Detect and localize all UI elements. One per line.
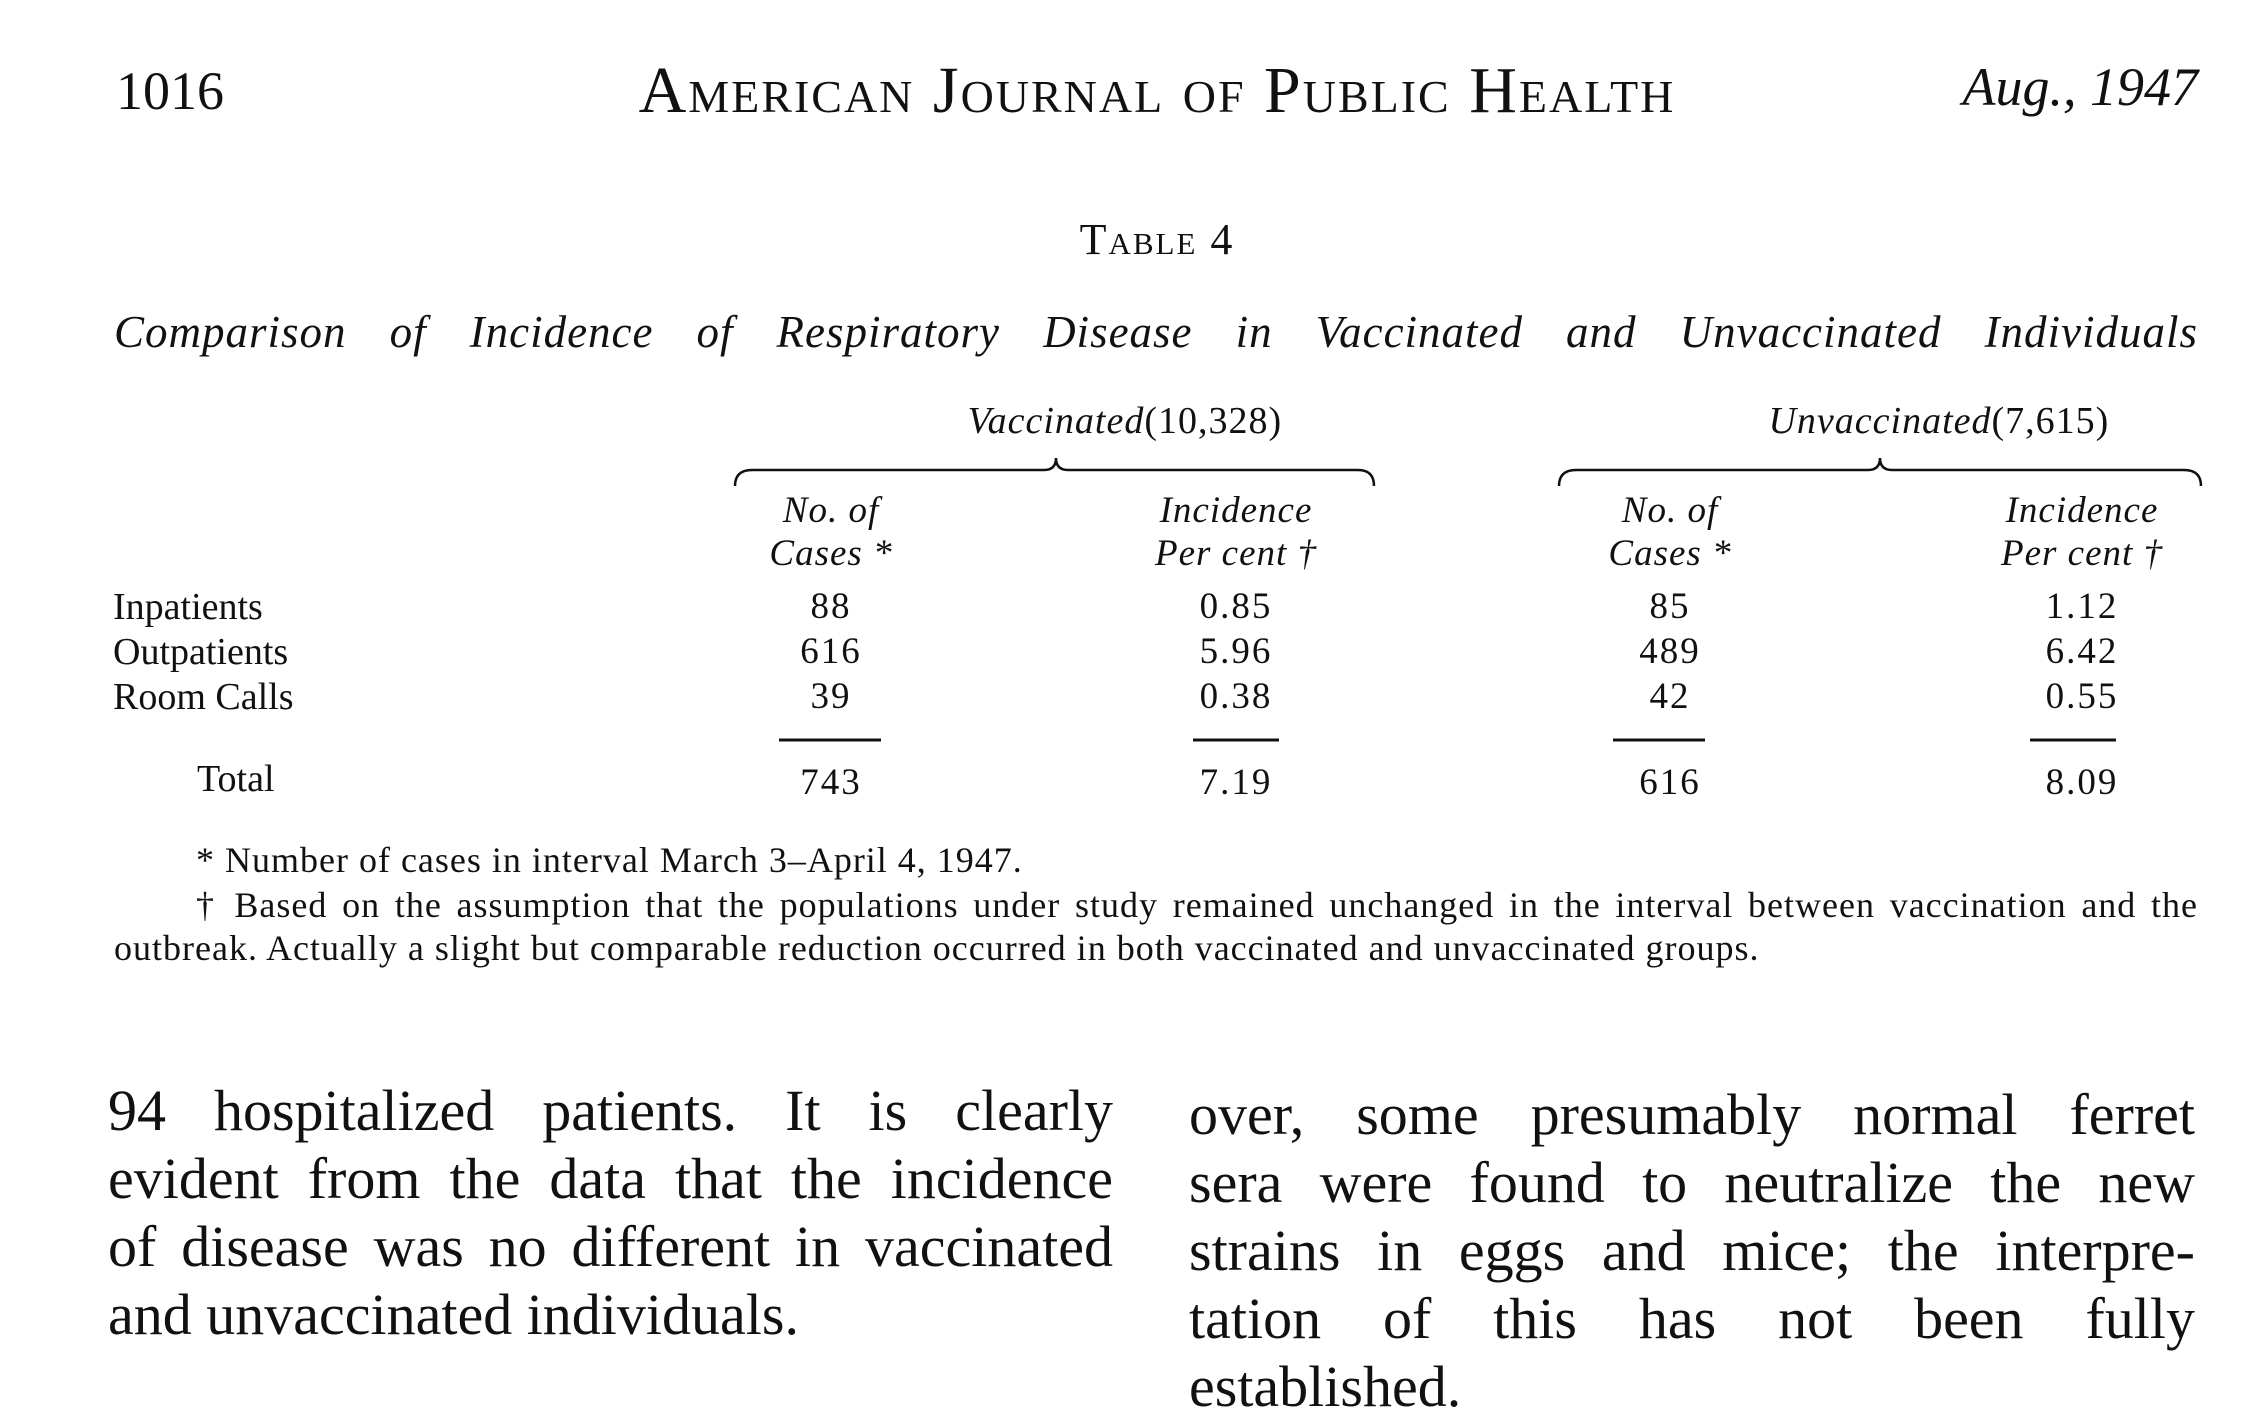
body-line: strains in eggs and mice; the interpre- — [1189, 1218, 2195, 1283]
row-label: Outpatients — [113, 631, 289, 673]
total-label: Total — [197, 758, 275, 800]
braces — [733, 457, 2203, 742]
table-caption: Comparison of Incidence of Respiratory D… — [114, 307, 2198, 357]
row-label: Room Calls — [113, 676, 294, 718]
column-header: Cases * — [1608, 533, 1732, 574]
column-header: Cases * — [769, 533, 893, 574]
total-cell: 743 — [800, 762, 862, 803]
group-label: Unvaccinated (7,615) — [1768, 400, 2108, 442]
group-name: Vaccinated — [967, 400, 1145, 442]
brace — [1557, 457, 2203, 487]
column-header: Per cent † — [1154, 533, 1318, 574]
group-count: (10,328) — [1144, 400, 1283, 442]
footnote: † Based on the assumption that the popul… — [114, 885, 2198, 968]
body-line: and unvaccinated individuals. — [108, 1282, 799, 1347]
cell: 489 — [1639, 631, 1701, 672]
page-number: 1016 — [116, 61, 224, 121]
total-cell: 7.19 — [1199, 762, 1273, 803]
body-line: over, some presumably normal ferret — [1189, 1082, 2195, 1147]
cell: 85 — [1649, 586, 1691, 627]
cell: 39 — [810, 676, 852, 717]
footnote: * Number of cases in interval March 3–Ap… — [196, 840, 1023, 880]
cell: 42 — [1649, 676, 1691, 717]
column-header: Incidence — [1159, 490, 1313, 531]
brace — [733, 457, 1376, 487]
group-label: Vaccinated (10,328) — [967, 400, 1282, 442]
cell: 88 — [810, 586, 852, 627]
body-line: 94 hospitalized patients. It is clearly — [108, 1078, 1113, 1143]
column-header: No. of — [782, 490, 880, 531]
group-name: Unvaccinated — [1768, 400, 1992, 442]
column-header: No. of — [1621, 490, 1719, 531]
body-line: tation of this has not been fully — [1189, 1286, 2195, 1351]
row-label: Inpatients — [113, 586, 263, 628]
total-cell: 8.09 — [2045, 762, 2119, 803]
journal-title: American Journal of Public Health — [638, 54, 1676, 127]
cell: 1.12 — [2045, 586, 2119, 627]
column-header: Incidence — [2005, 490, 2159, 531]
body-line: of disease was no different in vaccinate… — [108, 1214, 1113, 1279]
total-cell: 616 — [1639, 762, 1701, 803]
body-line: sera were found to neutralize the new — [1189, 1150, 2195, 1215]
table-label: Table 4 — [1079, 215, 1235, 264]
cell: 0.38 — [1199, 676, 1273, 717]
cell: 0.85 — [1199, 586, 1273, 627]
column-header: Per cent † — [2000, 533, 2164, 574]
cell: 6.42 — [2045, 631, 2119, 672]
cell: 5.96 — [1199, 631, 1273, 672]
issue-date: Aug., 1947 — [1962, 57, 2199, 117]
body-line: evident from the data that the incidence — [108, 1146, 1113, 1211]
cell: 616 — [800, 631, 862, 672]
page: 1016 American Journal of Public Health A… — [108, 54, 2203, 1416]
body-line: established. — [1189, 1354, 1462, 1419]
cell: 0.55 — [2045, 676, 2119, 717]
group-count: (7,615) — [1991, 400, 2110, 442]
